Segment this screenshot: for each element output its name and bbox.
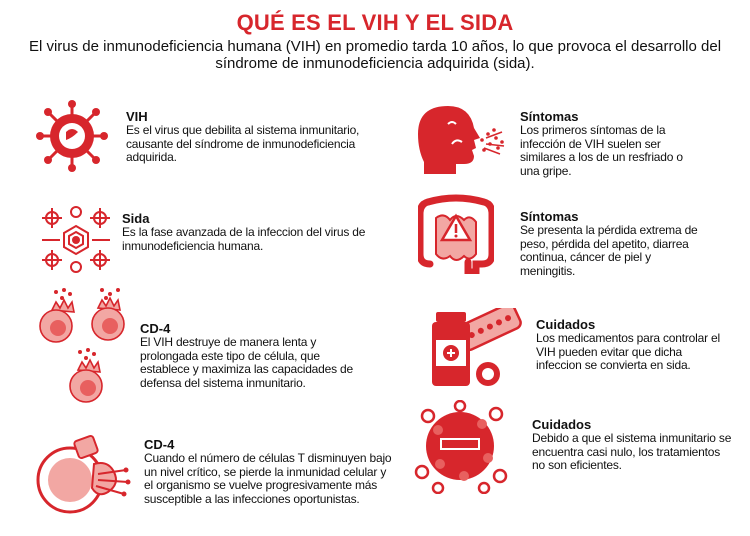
- sneeze-head-icon: [418, 106, 505, 174]
- info-block-cuidados-medicamentos: Cuidados Los medicamentos para controlar…: [536, 318, 728, 373]
- info-title: Cuidados: [536, 317, 596, 332]
- info-block-cd4: CD-4 El VIH destruye de manera lenta y p…: [140, 322, 362, 390]
- info-text: Es el virus que debilita al sistema inmu…: [126, 123, 360, 164]
- intestine-warning-icon: [418, 194, 494, 274]
- page-title: QUÉ ES EL VIH Y EL SIDA: [236, 10, 514, 35]
- info-block-vih: VIH Es el virus que debilita al sistema …: [126, 110, 376, 165]
- info-text: Es la fase avanzada de la infeccion del …: [122, 225, 366, 253]
- info-block-cd4-critical: CD-4 Cuando el número de células T dismi…: [144, 438, 392, 506]
- weak-cell-icon: [414, 400, 508, 494]
- info-title: CD-4: [144, 437, 175, 452]
- info-text: Cuando el número de células T disminuyen…: [144, 451, 392, 506]
- medication-icon: [432, 308, 522, 386]
- infected-cells-icon: [42, 206, 110, 273]
- info-title: Sida: [122, 211, 150, 226]
- info-text: Debido a que el sistema inmunitario se e…: [532, 431, 732, 472]
- info-text: Los primeros síntomas de la infección de…: [520, 123, 683, 178]
- page-subtitle: El virus de inmunodeficiencia humana (VI…: [28, 38, 722, 72]
- cell-damage-icon: [36, 434, 131, 514]
- cd4-cells-icon: [39, 288, 125, 403]
- info-block-sida: Sida Es la fase avanzada de la infeccion…: [122, 212, 372, 253]
- info-block-sintomas-avanzados: Síntomas Se presenta la pérdida extrema …: [520, 210, 702, 278]
- virus-icon: [36, 100, 108, 172]
- info-text: El VIH destruye de manera lenta y prolon…: [140, 335, 353, 390]
- info-title: Síntomas: [520, 209, 579, 224]
- info-title: CD-4: [140, 321, 171, 336]
- info-block-sintomas-iniciales: Síntomas Los primeros síntomas de la inf…: [520, 110, 700, 178]
- info-text: Los medicamentos para controlar el VIH p…: [536, 331, 720, 372]
- info-title: Síntomas: [520, 109, 579, 124]
- info-title: Cuidados: [532, 417, 592, 432]
- info-title: VIH: [126, 109, 148, 124]
- info-text: Se presenta la pérdida extrema de peso, …: [520, 223, 698, 278]
- info-block-cuidados-tratamientos: Cuidados Debido a que el sistema inmunit…: [532, 418, 732, 473]
